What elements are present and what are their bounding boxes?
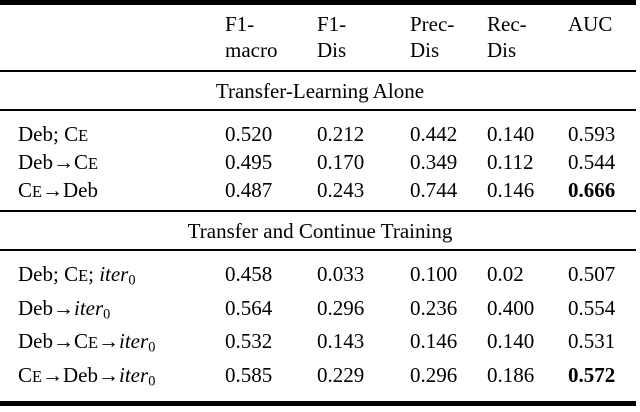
metric-cell-auc-best: 0.666 [568,178,616,202]
metric-cell-f1-macro: 0.458 [225,262,273,286]
metric-cell-f1-macro: 0.564 [225,295,273,320]
metric-cell-rec-dis: 0.112 [487,150,534,174]
col-header-auc: AUC [568,11,636,63]
metric-cell-auc: 0.531 [568,329,616,354]
table-row: CE→Deb→iter0 0.585 0.229 0.296 0.186 0.5… [0,362,640,396]
section1-body: Deb; CE 0.520 0.212 0.442 0.140 0.593 De… [0,111,640,210]
metric-cell-rec-dis: 0.400 [487,295,535,320]
col-header-f1-macro: F1- macro [225,11,317,63]
table-bottom-rule [0,401,636,407]
model-label: CE→Deb→iter0 [18,362,156,390]
metric-cell-prec-dis: 0.296 [410,362,458,387]
metric-cell-f1-dis: 0.033 [317,262,365,286]
metric-cell-prec-dis: 0.146 [410,329,458,354]
metric-cell-auc: 0.593 [568,122,616,146]
col-header-line2: Dis [487,38,517,62]
metric-cell-f1-dis: 0.212 [317,122,365,146]
table-top-rule [0,0,636,5]
table-header-row: F1- macro F1- Dis Prec- Dis Rec- Dis AUC [0,5,640,70]
metric-cell-prec-dis: 0.349 [410,150,458,174]
metric-cell-f1-dis: 0.143 [317,329,365,354]
metric-cell-auc-best: 0.572 [568,362,616,387]
col-header-line2: macro [225,38,278,62]
metric-cell-f1-dis: 0.243 [317,178,365,202]
metric-cell-prec-dis: 0.744 [410,178,458,202]
metric-cell-f1-macro: 0.532 [225,329,273,354]
section1-bottom-rule [0,210,636,212]
table-row: Deb→CE 0.495 0.170 0.349 0.112 0.544 [0,149,640,177]
metric-cell-f1-macro: 0.487 [225,178,273,202]
model-label: Deb; CE [18,122,89,146]
col-header-rec-dis: Rec- Dis [487,11,568,63]
metric-cell-rec-dis: 0.146 [487,178,535,202]
section1-top-rule [0,109,636,111]
header-bottom-rule [0,70,636,72]
col-header-line1: Rec- [487,12,527,36]
metric-cell-f1-dis: 0.170 [317,150,365,174]
metric-cell-auc: 0.554 [568,295,616,320]
section2-top-rule [0,249,636,251]
section-title-transfer-and-continue-training: Transfer and Continue Training [187,219,453,243]
table-row: Deb→iter0 0.564 0.296 0.236 0.400 0.554 [0,295,640,329]
metric-cell-prec-dis: 0.442 [410,122,458,146]
col-header-line2: Dis [317,38,347,62]
metric-cell-f1-macro: 0.495 [225,150,273,174]
col-header-line1: Prec- [410,12,455,36]
metric-cell-auc: 0.544 [568,150,616,174]
table-row: Deb→CE→iter0 0.532 0.143 0.146 0.140 0.5… [0,328,640,362]
metric-cell-rec-dis: 0.186 [487,362,535,387]
col-header-line1: AUC [568,12,613,36]
metric-cell-f1-dis: 0.296 [317,295,365,320]
model-label: Deb→iter0 [18,295,111,323]
table-row: CE→Deb 0.487 0.243 0.744 0.146 0.666 [0,177,640,205]
col-header-line2: Dis [410,38,440,62]
metric-cell-prec-dis: 0.100 [410,262,458,286]
col-header-prec-dis: Prec- Dis [410,11,487,63]
metric-cell-auc: 0.507 [568,262,616,286]
metric-cell-prec-dis: 0.236 [410,295,458,320]
section-title-transfer-learning-alone: Transfer-Learning Alone [215,79,425,103]
col-header-line1: F1- [317,12,347,36]
col-header-f1-dis: F1- Dis [317,11,410,63]
metric-cell-f1-macro: 0.585 [225,362,273,387]
table-row: Deb; CE 0.520 0.212 0.442 0.140 0.593 [0,121,640,149]
section2-body: Deb; CE; iter0 0.458 0.033 0.100 0.02 0.… [0,251,640,401]
table-row: Deb; CE; iter0 0.458 0.033 0.100 0.02 0.… [0,261,640,295]
metric-cell-rec-dis: 0.02 [487,262,524,286]
col-header-line1: F1- [225,12,255,36]
metric-cell-f1-dis: 0.229 [317,362,365,387]
model-label: Deb→CE→iter0 [18,329,156,356]
model-label: Deb→CE [18,150,99,174]
metric-cell-rec-dis: 0.140 [487,122,535,146]
model-label: Deb; CE; iter0 [18,262,136,289]
metric-cell-rec-dis: 0.140 [487,329,535,354]
metric-cell-f1-macro: 0.520 [225,122,273,146]
model-label: CE→Deb [18,178,99,202]
header-spacer [18,11,225,63]
